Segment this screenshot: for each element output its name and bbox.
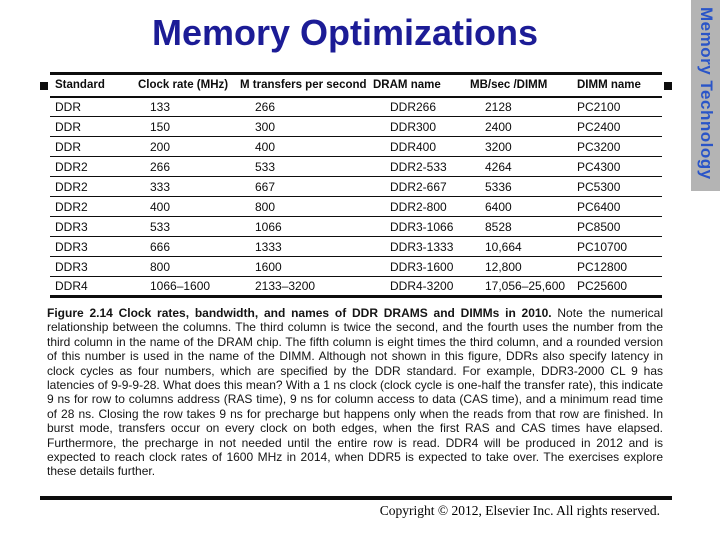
table-cell: 17,056–25,600 — [485, 279, 565, 293]
table-cell: DDR300 — [390, 119, 437, 134]
table-column-header: Standard — [55, 79, 105, 92]
table-cell: DDR2 — [55, 159, 88, 174]
table-cell: 1066–1600 — [150, 279, 211, 293]
table-cell: DDR4-3200 — [390, 279, 454, 293]
figure-caption-body: Note the numerical relationship between … — [47, 306, 664, 479]
table-cell: 200 — [150, 139, 171, 154]
table-cell: 533 — [255, 159, 276, 174]
table-row: DDR 150 300 DDR300 2400 PC2400 — [50, 117, 662, 137]
table-cell: 4264 — [485, 159, 512, 174]
table-cell: PC2100 — [577, 99, 621, 114]
table-cell: 667 — [255, 179, 276, 194]
table-cell: PC3200 — [577, 139, 621, 154]
table-cell: PC8500 — [577, 219, 621, 234]
table-cell: DDR266 — [390, 99, 437, 114]
table-cell: 800 — [150, 259, 171, 274]
table-row: DDR3 533 1066 DDR3-1066 8528 PC8500 — [50, 217, 662, 237]
table-cell: 800 — [255, 199, 276, 214]
table-cell: DDR2-533 — [390, 159, 447, 174]
table-cell: PC2400 — [577, 119, 621, 134]
table-cell: 3200 — [485, 139, 512, 154]
table-cell: 150 — [150, 119, 171, 134]
table-cell: DDR2-667 — [390, 179, 447, 194]
table-cell: DDR3 — [55, 239, 88, 254]
table-cell: PC12800 — [577, 259, 628, 274]
table-column-header: DRAM name — [373, 79, 441, 92]
table-cell: 400 — [255, 139, 276, 154]
table-row: DDR3 666 1333 DDR3-1333 10,664 PC10700 — [50, 237, 662, 257]
bullet-marker-left — [40, 82, 48, 90]
table-cell: PC5300 — [577, 179, 621, 194]
table-row: DDR4 1066–1600 2133–3200 DDR4-3200 17,056–25… — [50, 277, 662, 297]
table-row: DDR 133 266 DDR266 2128 PC2100 — [50, 97, 662, 117]
table-cell: DDR3-1600 — [390, 259, 454, 274]
table-cell: DDR2 — [55, 199, 88, 214]
sidebar: Memory Technology — [691, 0, 720, 191]
table-cell: 5336 — [485, 179, 512, 194]
table-cell: 2128 — [485, 99, 512, 114]
copyright-text: Copyright © 2012, Elsevier Inc. All righ… — [379, 503, 660, 518]
table-cell: 266 — [150, 159, 171, 174]
table-cell: 533 — [150, 219, 171, 234]
table-cell: DDR — [55, 119, 81, 134]
table-cell: 10,664 — [485, 239, 522, 254]
table-cell: PC4300 — [577, 159, 621, 174]
table-cell: DDR3-1333 — [390, 239, 454, 254]
table-cell: DDR — [55, 139, 81, 154]
table-cell: DDR400 — [390, 139, 437, 154]
table-cell: DDR3-1066 — [390, 219, 454, 234]
table-row: DDR2 333 667 DDR2-667 5336 PC5300 — [50, 177, 662, 197]
table-cell: 2400 — [485, 119, 512, 134]
table-cell: 133 — [150, 99, 171, 114]
figure-caption-lead: Figure 2.14 Clock rates, bandwidth, and … — [47, 306, 552, 320]
table-cell: 266 — [255, 99, 276, 114]
table-cell: DDR3 — [55, 259, 88, 274]
table-cell: DDR3 — [55, 219, 88, 234]
table-cell: 1600 — [255, 259, 282, 274]
bottom-divider — [40, 496, 672, 500]
table-column-header: Clock rate (MHz) — [138, 79, 229, 92]
table-cell: 2133–3200 — [255, 279, 316, 293]
table-cell: 1066 — [255, 219, 282, 234]
dram-table-body: DDR 133 266 DDR266 2128 PC2100 DDR 150 300 DDR300… — [50, 97, 662, 297]
bullet-marker-right — [664, 82, 672, 90]
table-header-row: Standard Clock rate (MHz) M transfers per … — [50, 74, 662, 97]
dram-table: Standard Clock rate (MHz) M transfers per … — [50, 72, 662, 298]
table-cell: 6400 — [485, 199, 512, 214]
table-row: DDR2 266 533 DDR2-533 4264 PC4300 — [50, 157, 662, 177]
table-row: DDR2 400 800 DDR2-800 6400 PC6400 — [50, 197, 662, 217]
table-cell: 400 — [150, 199, 171, 214]
table-column-header: DIMM name — [577, 79, 641, 92]
table-row: DDR 200 400 DDR400 3200 PC3200 — [50, 137, 662, 157]
table-cell: DDR4 — [55, 279, 88, 293]
table-cell: 8528 — [485, 219, 512, 234]
table-cell: 333 — [150, 179, 171, 194]
table-cell: 1333 — [255, 239, 282, 254]
table-column-header: MB/sec /DIMM — [470, 79, 548, 92]
table-cell: DDR2 — [55, 179, 88, 194]
table-cell: PC10700 — [577, 239, 628, 254]
page-title: Memory Optimizations — [151, 12, 539, 53]
sidebar-label: Memory Technology — [697, 7, 716, 180]
table-column-header: M transfers per second — [240, 79, 367, 92]
table-cell: PC25600 — [577, 279, 628, 293]
table-cell: 300 — [255, 119, 276, 134]
table-cell: DDR — [55, 99, 81, 114]
table-cell: PC6400 — [577, 199, 621, 214]
figure-caption: Figure 2.14 Clock rates, bandwidth, and … — [47, 306, 663, 479]
table-cell: DDR2-800 — [390, 199, 447, 214]
table-row: DDR3 800 1600 DDR3-1600 12,800 PC12800 — [50, 257, 662, 277]
table-cell: 12,800 — [485, 259, 522, 274]
table-cell: 666 — [150, 239, 171, 254]
